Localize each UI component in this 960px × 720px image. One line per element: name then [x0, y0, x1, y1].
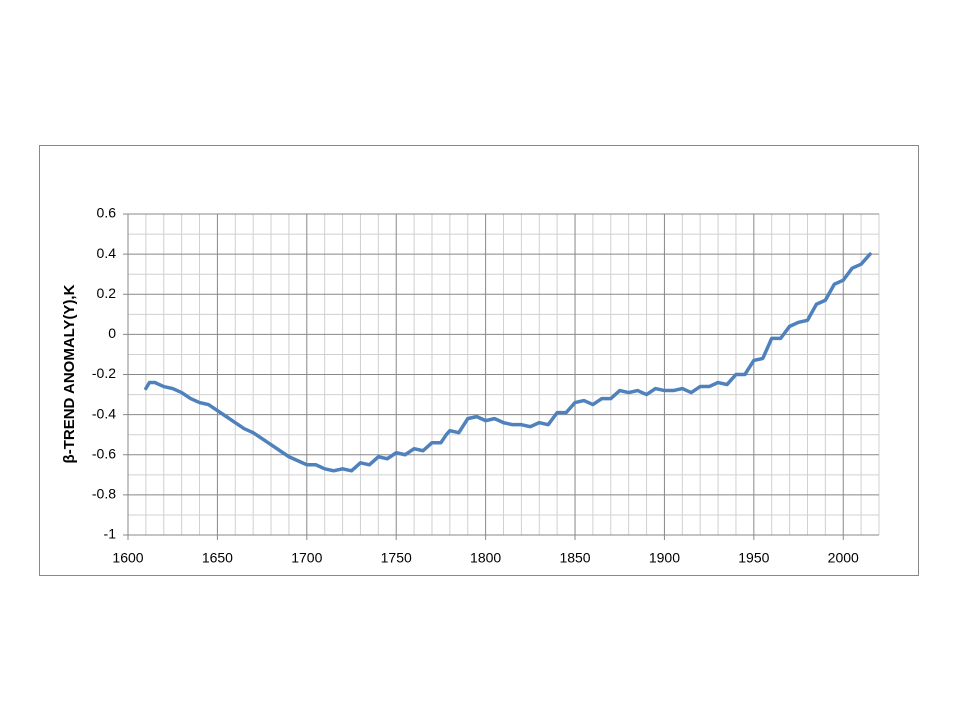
x-tick-label: 1650 — [202, 550, 233, 566]
y-tick-label: -0.6 — [92, 445, 116, 461]
chart-frame — [39, 145, 919, 576]
y-tick-label: 0.6 — [97, 205, 117, 221]
x-tick-label: 2000 — [828, 550, 859, 566]
x-tick-label: 1800 — [470, 550, 501, 566]
y-tick-label: 0.2 — [97, 285, 117, 301]
y-tick-label: 0.4 — [97, 245, 117, 261]
y-tick-label: -0.2 — [92, 365, 116, 381]
x-tick-label: 1950 — [738, 550, 769, 566]
x-tick-label: 1750 — [381, 550, 412, 566]
y-tick-label: 0 — [108, 325, 116, 341]
data-line — [144, 252, 872, 473]
x-tick-label: 1600 — [112, 550, 143, 566]
x-tick-label: 1700 — [291, 550, 322, 566]
y-tick-label: -0.8 — [92, 486, 116, 502]
x-tick-label: 1900 — [649, 550, 680, 566]
x-tick-label: 1850 — [559, 550, 590, 566]
y-tick-label: -0.4 — [92, 405, 116, 421]
y-axis-label: β-TREND ANOMALY(Y),K — [61, 284, 78, 463]
y-tick-label: -1 — [104, 526, 117, 542]
